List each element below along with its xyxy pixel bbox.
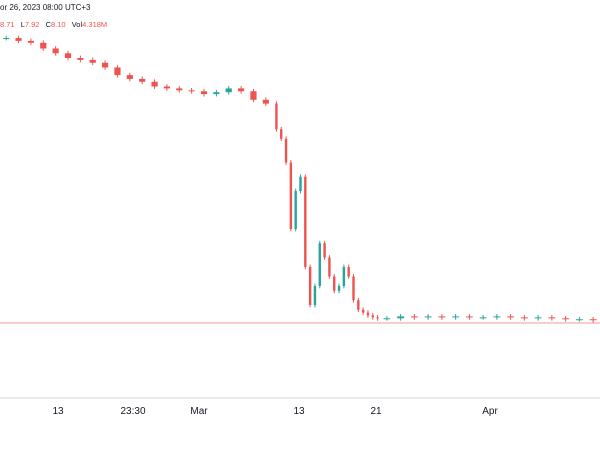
candle-body (589, 319, 597, 321)
ohlc-low-key: L (20, 20, 25, 29)
candle-body (304, 176, 307, 267)
candle-body (213, 92, 220, 95)
candle-body (64, 53, 72, 58)
candle-body (371, 315, 374, 318)
ohlc-low-value: 7.92 (24, 20, 40, 29)
candle-body (333, 276, 336, 291)
x-tick-label: 13 (293, 406, 305, 417)
ohlc-volume-value: 4.318M (82, 20, 108, 29)
candle-body (27, 40, 34, 43)
ohlc-readout: 8.71 L7.92 C8.10 Vol4.318M (0, 20, 111, 29)
candle-body (308, 267, 312, 305)
candle-body (89, 59, 96, 63)
candle-body (337, 286, 341, 291)
candle-body (534, 317, 542, 319)
candle-body (250, 91, 257, 100)
x-tick-label: Apr (482, 406, 498, 417)
candle-body (479, 317, 487, 319)
candle-body (151, 81, 158, 87)
candle-body (294, 191, 297, 229)
candle-body (114, 67, 121, 76)
candle-body (438, 316, 446, 318)
candle-body (397, 316, 405, 319)
candle-body (410, 316, 418, 318)
candle-body (313, 286, 317, 305)
candle-body (238, 88, 245, 92)
candle-body (366, 312, 370, 316)
candle-body (493, 316, 501, 318)
candle-body (284, 138, 288, 163)
candle-body (452, 316, 460, 318)
x-tick-label: 13 (52, 406, 64, 417)
candle-body (176, 88, 183, 91)
candle-body (275, 103, 278, 130)
candle-body (318, 243, 321, 286)
candle-body (575, 319, 583, 321)
bar-date: or 26, 2023 08:00 UTC+3 (0, 3, 91, 12)
candle-body (40, 42, 47, 49)
chart-header: or 26, 2023 08:00 UTC+3 8.71 L7.92 C8.10… (0, 0, 600, 29)
x-tick-label: 23:30 (120, 406, 145, 417)
candle-body (102, 62, 109, 68)
ohlc-high-value: 8.71 (0, 20, 15, 29)
candle-body (139, 78, 146, 82)
x-tick-label: 21 (370, 406, 382, 417)
candle-body (357, 300, 360, 310)
candle-body (3, 38, 10, 40)
candle-body (361, 309, 365, 313)
candle-body (15, 38, 22, 41)
ohlc-close-key: C (45, 20, 51, 29)
candle-body (77, 58, 84, 60)
candle-body (262, 99, 269, 104)
candle-body (225, 88, 232, 93)
candle-body (126, 75, 133, 79)
candle-body (376, 317, 379, 319)
candle-body (280, 129, 283, 139)
candle-body (188, 90, 195, 92)
candle-body (163, 86, 170, 89)
candle-body (289, 162, 293, 229)
ohlc-close-value: 8.10 (51, 20, 66, 29)
candle-body (520, 317, 528, 319)
candle-body (342, 267, 346, 286)
candle-body (465, 316, 473, 318)
candle-body (299, 176, 302, 191)
candle-body (383, 318, 391, 320)
candle-body (352, 276, 355, 301)
time-axis: 13 23:30 Mar 13 21 Apr (52, 406, 498, 417)
candle-body (200, 91, 208, 95)
candle-body (52, 48, 59, 54)
candle-body (507, 316, 515, 318)
ohlc-volume-key: Vol (71, 20, 83, 29)
candle-body (328, 257, 331, 277)
candle-body (347, 267, 350, 277)
candle-body (424, 316, 432, 318)
candle-body (562, 318, 570, 320)
candles-layer (3, 35, 597, 323)
candle-body (323, 243, 326, 258)
x-tick-label: Mar (190, 406, 208, 417)
candle-body (548, 317, 556, 319)
